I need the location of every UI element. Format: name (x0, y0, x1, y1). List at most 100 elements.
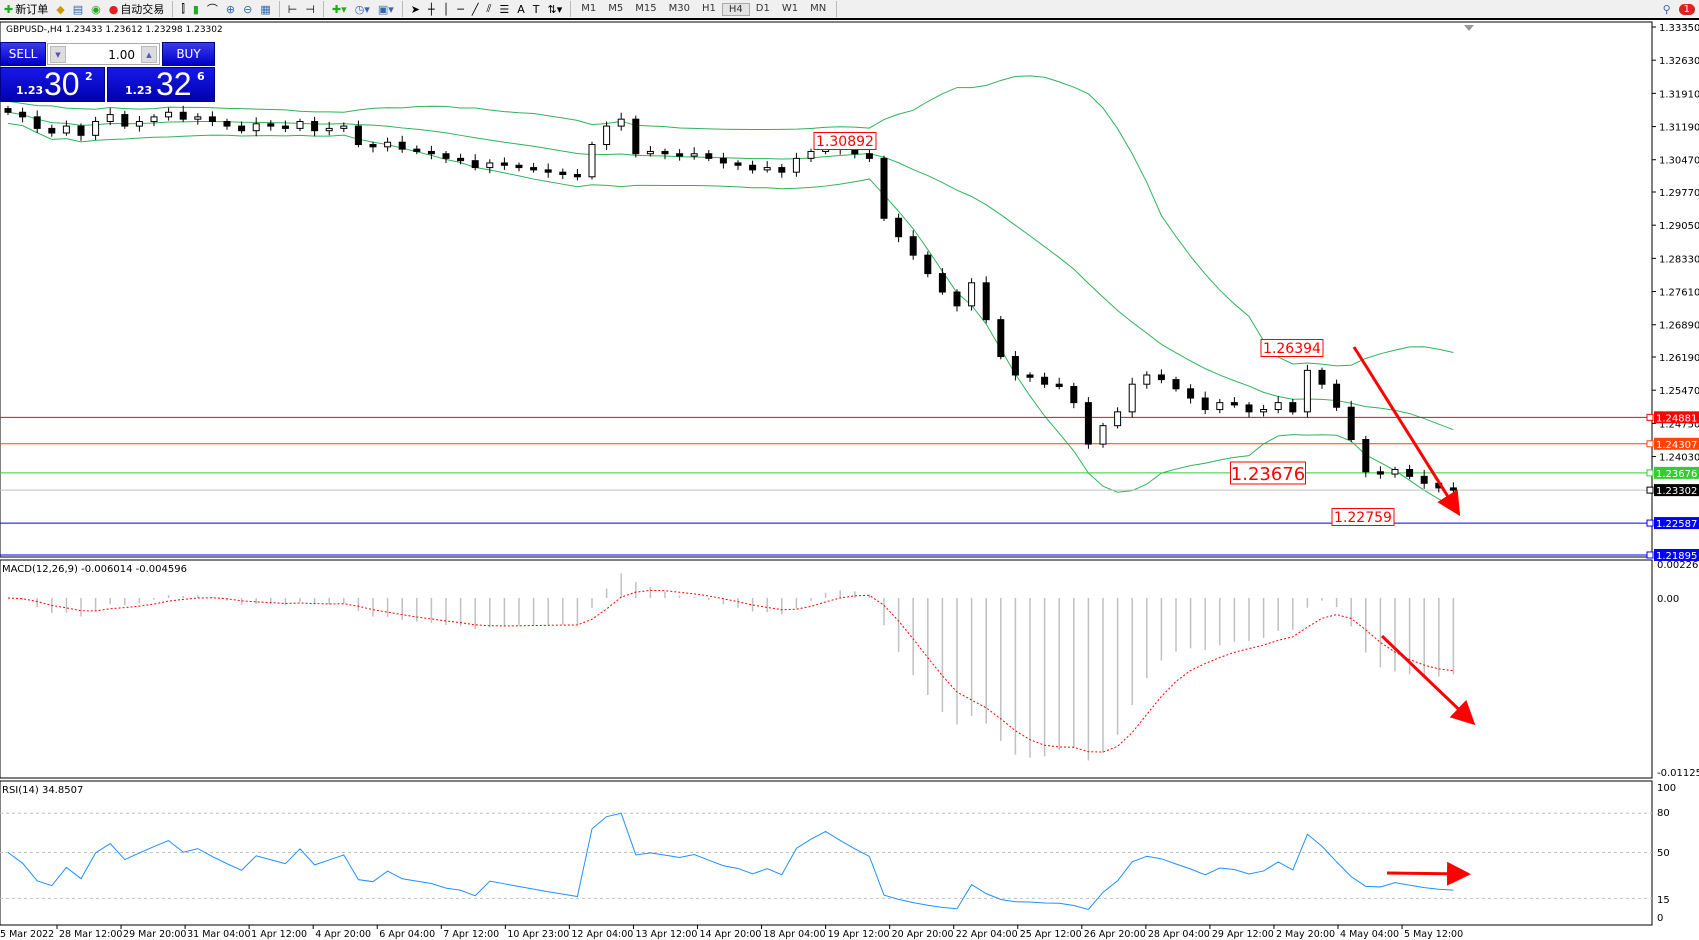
divider (570, 1, 572, 17)
candle-bull (968, 282, 976, 307)
candle (471, 154, 479, 171)
cursor-button[interactable]: ➤ (407, 0, 424, 18)
trendline-button[interactable]: ╱ (468, 0, 483, 18)
divider (322, 1, 324, 17)
channel-button[interactable]: ⫽ (482, 0, 495, 18)
price-level-tag (1654, 466, 1699, 479)
candle-bull (106, 114, 114, 122)
candle-bear (413, 148, 421, 152)
zoom-in-button[interactable]: ⊕ (222, 0, 239, 18)
candle (1274, 396, 1282, 414)
timeframe-h4[interactable]: H4 (721, 2, 750, 16)
timeframe-mn[interactable]: MN (810, 2, 827, 14)
label-button[interactable]: T (529, 0, 544, 18)
candle (165, 107, 173, 121)
candle-bear (281, 125, 289, 129)
rsi-label: RSI(14) 34.8507 (2, 785, 83, 796)
lot-decrease-button[interactable]: ▼ (50, 46, 66, 63)
periods-button[interactable]: ◷▾ (351, 0, 374, 18)
candle (369, 141, 377, 153)
divider (401, 1, 403, 17)
timeframe-m15[interactable]: M15 (635, 2, 657, 14)
price-level-label: 1.21895 (1656, 551, 1697, 562)
templates-button[interactable]: ▣▾ (374, 0, 398, 18)
candle-bull (340, 125, 348, 129)
history-button[interactable]: ◆ (52, 0, 68, 18)
crosshair-button[interactable]: ┼ (424, 0, 439, 18)
buy-price[interactable]: 1.23 32 6 (107, 66, 215, 102)
candle (281, 120, 289, 133)
candle (106, 108, 114, 126)
bollinger-upper-band (7, 75, 1454, 367)
candle (33, 110, 41, 134)
bollinger-lower-band (7, 122, 1454, 508)
timeframe-m5[interactable]: M5 (608, 2, 624, 14)
candle-bear (311, 120, 319, 132)
candle-bear (238, 125, 246, 132)
sell-price-prefix: 1.23 (16, 84, 44, 97)
candle-bear (632, 118, 640, 155)
price-axis-label: 1.25470 (1659, 386, 1699, 397)
timeframe-w1[interactable]: W1 (781, 2, 799, 14)
price-axis-label: 1.29050 (1659, 221, 1699, 232)
terminal-button[interactable]: ▤ (69, 0, 87, 18)
candle-bear (354, 125, 362, 146)
candle-bear (705, 153, 713, 159)
candle (690, 147, 698, 160)
notifications-button[interactable]: 1 (1675, 0, 1699, 18)
candle-bear (1406, 468, 1414, 477)
candle (588, 141, 596, 180)
lot-input[interactable]: ▼ 1.00 ▲ (47, 43, 160, 65)
horizontal-line-button[interactable]: ─ (453, 0, 468, 18)
candle (500, 157, 508, 170)
vertical-line-button[interactable]: │ (439, 0, 454, 18)
candle (792, 152, 800, 177)
down-arrow-icon (1352, 346, 1461, 517)
line-chart-button[interactable]: ⌒ (203, 0, 222, 18)
price-level-handle (1646, 440, 1654, 448)
candle (150, 114, 158, 127)
vertical-line-icon: │ (442, 2, 450, 16)
fibonacci-button[interactable]: ☰ (495, 0, 513, 18)
auto-trading-button[interactable]: ● 自动交易 (108, 2, 165, 17)
new-order-button[interactable]: ✚ 新订单 (4, 2, 49, 17)
price-level-tag (1654, 517, 1699, 530)
chart-shift-button[interactable]: ⊣ (301, 0, 319, 18)
candle-bear (121, 114, 129, 127)
candle-chart-button[interactable]: ▮ (189, 0, 203, 18)
signals-button[interactable]: ◉ (87, 0, 105, 18)
candle-bull (617, 118, 625, 127)
text-label-icon: T (532, 2, 540, 16)
indicators-button[interactable]: ✚▾ (328, 0, 351, 18)
timeframe-m1[interactable]: M1 (581, 2, 597, 14)
price-level-handle (1646, 551, 1654, 559)
timeframe-m30[interactable]: M30 (668, 2, 690, 14)
lot-increase-button[interactable]: ▲ (141, 46, 157, 63)
buy-price-prefix: 1.23 (125, 84, 153, 97)
search-button[interactable]: ⚲ (1659, 0, 1675, 18)
timeframe-h1[interactable]: H1 (701, 2, 716, 14)
sell-button[interactable]: SELL (0, 42, 46, 66)
tile-windows-button[interactable]: ▦ (256, 0, 274, 18)
sell-price[interactable]: 1.23 30 2 (0, 66, 105, 102)
candle (1318, 367, 1326, 389)
candle (1333, 379, 1341, 411)
bar-chart-button[interactable]: ⫿ (177, 0, 189, 18)
gold-icon: ◆ (56, 2, 65, 16)
time-axis-label: 19 Apr 12:00 (828, 929, 890, 940)
time-axis-label: 28 Apr 04:00 (1148, 929, 1210, 940)
macd-signal-line (7, 589, 1454, 753)
macd-axis-label: 0.00226 (1657, 560, 1698, 571)
candle (92, 116, 100, 140)
candle (252, 117, 260, 137)
text-button[interactable]: A (513, 0, 529, 18)
arrows-icon: ⇅▾ (547, 2, 563, 16)
candle-bear (1245, 404, 1253, 413)
zoom-out-button[interactable]: ⊖ (239, 0, 256, 18)
timeframe-d1[interactable]: D1 (755, 2, 770, 14)
buy-button[interactable]: BUY (162, 42, 215, 66)
arrows-button[interactable]: ⇅▾ (544, 0, 567, 18)
price-level-tag (1654, 548, 1699, 561)
autoscroll-button[interactable]: ⊢ (284, 0, 302, 18)
